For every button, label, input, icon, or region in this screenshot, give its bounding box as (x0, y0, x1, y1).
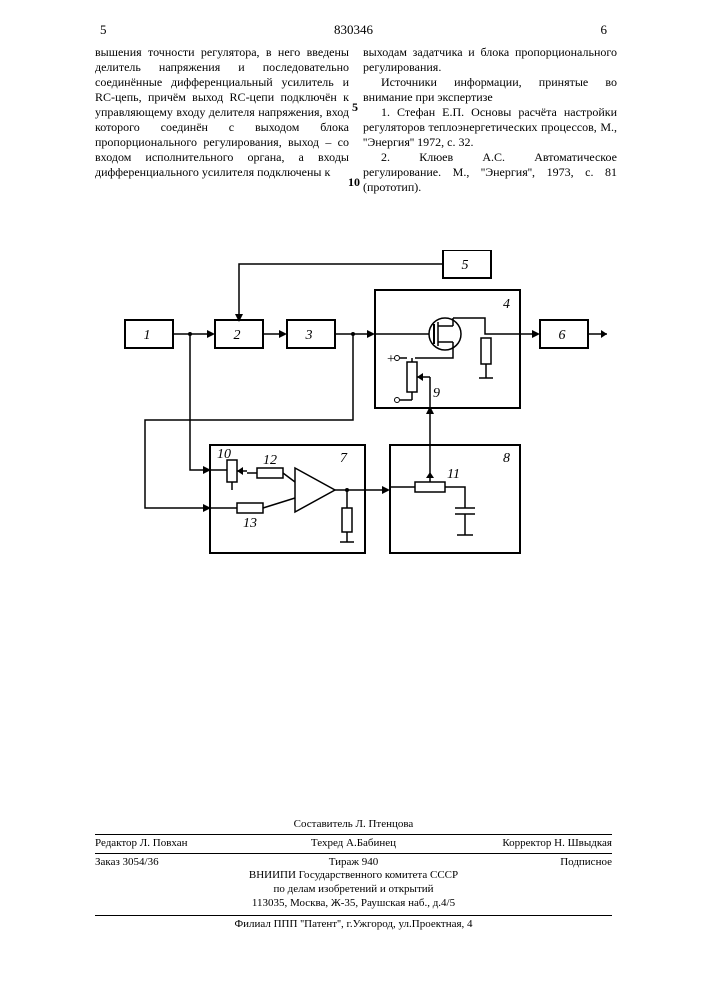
footer: Филиал ППП ''Патент'', г.Ужгород, ул.Про… (234, 918, 472, 930)
right-col-p1: выходам задатчика и блока пропорциональн… (363, 45, 617, 75)
subscription: Подписное (440, 856, 612, 870)
techred: Техред А.Бабинец (267, 837, 439, 851)
editor: Редактор Л. Повхан (95, 837, 267, 851)
org-line-1: ВНИИПИ Государственного комитета СССР (249, 869, 458, 881)
org-line-2: по делам изобретений и открытий (273, 883, 433, 895)
page-number-left: 5 (100, 22, 107, 38)
left-column: вышения точности регулятора, в него введ… (95, 45, 349, 195)
block-12-label: 12 (263, 453, 277, 468)
block-2-label: 2 (234, 328, 241, 343)
block-11-label: 11 (447, 467, 460, 482)
compiler: Составитель Л. Птенцова (294, 818, 414, 830)
block-13-label: 13 (243, 516, 257, 531)
document-number: 830346 (334, 22, 373, 38)
block-9-label: 9 (433, 386, 440, 401)
circuit-diagram: 5 1 2 3 4 (95, 250, 607, 580)
page-number-right: 6 (601, 22, 608, 38)
line-number-5: 5 (352, 100, 358, 115)
right-column: выходам задатчика и блока пропорциональн… (363, 45, 617, 195)
right-col-ref1: 1. Стефан Е.П. Основы расчёта настройки … (363, 105, 617, 150)
left-col-text: вышения точности регулятора, в него введ… (95, 45, 349, 180)
block-4-label: 4 (503, 297, 510, 312)
block-3-label: 3 (305, 328, 313, 343)
order: Заказ 3054/36 (95, 856, 267, 870)
line-number-10: 10 (348, 175, 360, 190)
block-8-label: 8 (503, 451, 510, 466)
block-1-label: 1 (144, 328, 151, 343)
block-5-label: 5 (462, 258, 469, 273)
credits-block: Составитель Л. Птенцова Редактор Л. Повх… (95, 818, 612, 931)
block-7-label: 7 (340, 451, 348, 466)
circulation: Тираж 940 (267, 856, 439, 870)
svg-text:+: + (387, 352, 395, 367)
block-6-label: 6 (559, 328, 566, 343)
body-text: вышения точности регулятора, в него введ… (95, 45, 617, 195)
corrector: Корректор Н. Швыдкая (440, 837, 612, 851)
right-col-heading: Источники информации, принятые во вниман… (363, 75, 617, 105)
right-col-ref2: 2. Клюев А.С. Автоматическое регулирован… (363, 150, 617, 195)
address: 113035, Москва, Ж-35, Раушская наб., д.4… (252, 897, 455, 909)
block-10-label: 10 (217, 447, 231, 462)
